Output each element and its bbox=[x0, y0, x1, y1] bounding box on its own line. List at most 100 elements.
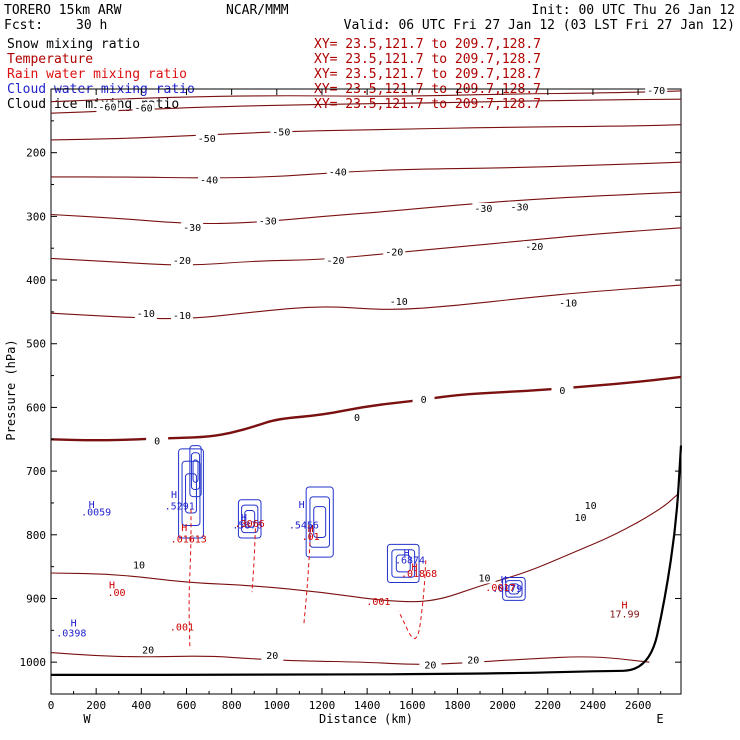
field-xy: XY= 23.5,121.7 to 209.7,128.7 bbox=[314, 52, 541, 67]
contour-label: 0 bbox=[154, 436, 160, 447]
x-tick-label: 200 bbox=[86, 699, 106, 712]
contour-label-bg bbox=[645, 85, 668, 97]
rain-water-value: .01613 bbox=[171, 534, 207, 545]
contour-label-bg bbox=[579, 499, 602, 511]
forecast-hour: 30 h bbox=[76, 18, 107, 33]
temperature-contour bbox=[50, 652, 650, 665]
high-marker: H bbox=[308, 524, 314, 535]
temperature-contour bbox=[50, 284, 682, 320]
x-tick-label: 1200 bbox=[309, 699, 336, 712]
init-time: Init: 00 UTC Thu 26 Jan 12 bbox=[532, 3, 736, 18]
contour-label-bg bbox=[96, 101, 119, 113]
rain-water-value: .001 bbox=[366, 597, 390, 608]
contour-label-bg bbox=[128, 559, 151, 571]
cloud-water-contour bbox=[237, 499, 262, 539]
contour-label-bg bbox=[195, 132, 218, 144]
cloud-water-contour bbox=[313, 506, 327, 538]
contour-label-bg bbox=[462, 654, 485, 666]
contour-label: -20 bbox=[525, 242, 543, 253]
high-marker: H bbox=[181, 523, 187, 534]
contour-label-bg bbox=[181, 222, 204, 234]
rain-water-value: .001 bbox=[170, 622, 194, 633]
contour-label: 0 bbox=[559, 386, 565, 397]
contour-label: -20 bbox=[326, 256, 344, 267]
contour-label-bg bbox=[137, 644, 160, 656]
y-tick-label: 300 bbox=[26, 210, 46, 223]
rain-water-value: .3066 bbox=[235, 519, 265, 530]
x-tick-label: 1400 bbox=[354, 699, 381, 712]
contour-label: -30 bbox=[259, 217, 277, 228]
x-tick-label: 1000 bbox=[264, 699, 291, 712]
contour-label-bg bbox=[270, 126, 293, 138]
high-marker: H bbox=[109, 580, 115, 591]
cloud-water-contour bbox=[502, 576, 526, 601]
cloud-water-contour bbox=[241, 504, 259, 534]
contour-label-bg bbox=[473, 572, 496, 584]
cloud-water-contour bbox=[305, 486, 334, 558]
y-tick-label: 400 bbox=[26, 274, 46, 287]
temperature-contour bbox=[50, 90, 682, 103]
contour-label-bg bbox=[569, 511, 592, 523]
contour-label-bg bbox=[170, 255, 193, 267]
contour-label-bg bbox=[324, 255, 347, 267]
x-axis-title: Distance (km) bbox=[319, 712, 413, 726]
field-xy: XY= 23.5,121.7 to 209.7,128.7 bbox=[314, 97, 541, 112]
x-tick-label: 2400 bbox=[580, 699, 607, 712]
temperature-contour bbox=[50, 161, 682, 179]
terrain-line bbox=[51, 445, 683, 676]
cloud-water-value: .5291 bbox=[165, 501, 195, 512]
valid-time: Valid: 06 UTC Fri 27 Jan 12 (03 LST Fri … bbox=[344, 18, 735, 33]
y-tick-label: 500 bbox=[26, 338, 46, 351]
plot-frame bbox=[50, 88, 682, 695]
x-tick-label: 800 bbox=[222, 699, 242, 712]
y-tick-label: 600 bbox=[26, 401, 46, 414]
cloud-water-contour bbox=[309, 496, 330, 548]
field-xy: XY= 23.5,121.7 to 209.7,128.7 bbox=[314, 37, 541, 52]
contour-label: -10 bbox=[559, 298, 577, 309]
contour-label: 20 bbox=[424, 661, 436, 672]
plot-area: -70 -60 -60 -50 -50 -40 -40 -30 -30 -30 -30 -20 -20 -… bbox=[50, 85, 683, 676]
rain-water-contour bbox=[188, 509, 192, 650]
contour-label: -30 bbox=[474, 204, 492, 215]
contour-label: 0 bbox=[421, 395, 427, 406]
field-name: Snow mixing ratio bbox=[7, 37, 140, 52]
high-marker: H bbox=[501, 575, 507, 586]
x-tick-label: 1800 bbox=[444, 699, 471, 712]
y-tick-label: 900 bbox=[26, 592, 46, 605]
x-tick-label: 0 bbox=[48, 699, 55, 712]
contour-label: -50 bbox=[198, 134, 216, 145]
temperature-contour bbox=[50, 227, 682, 266]
contour-label-bg bbox=[132, 102, 155, 114]
rain-water-contour bbox=[303, 528, 312, 624]
cloud-water-value: .0398 bbox=[56, 629, 86, 640]
contour-label: 20 bbox=[467, 656, 479, 667]
contour-label: -50 bbox=[272, 128, 290, 139]
rain-water-value: 17.99 bbox=[609, 610, 639, 621]
cloud-water-contour bbox=[508, 583, 520, 595]
contour-label-bg bbox=[383, 246, 406, 258]
temperature-contour bbox=[50, 191, 682, 225]
x-axis: 0 200 400 600 800 1000 1200 1400 1600 1800 2000 220… bbox=[48, 89, 662, 712]
cloud-water-contour bbox=[386, 543, 420, 584]
contour-label: -10 bbox=[137, 309, 155, 320]
high-marker: H bbox=[241, 513, 247, 524]
contour-label: -20 bbox=[173, 256, 191, 267]
contour-label-bg bbox=[146, 435, 169, 447]
contour-label: -10 bbox=[173, 311, 191, 322]
contour-label: 0 bbox=[354, 413, 360, 424]
contour-label-bg bbox=[551, 385, 574, 397]
y-tick-label: 700 bbox=[26, 465, 46, 478]
cloud-water-contour bbox=[192, 459, 199, 483]
cloud-water-value: .5876 bbox=[232, 520, 262, 531]
contour-label-bg bbox=[412, 394, 435, 406]
contour-label: 10 bbox=[585, 501, 597, 512]
center-name: NCAR/MMM bbox=[226, 3, 289, 18]
temperature-contour bbox=[50, 124, 682, 141]
contour-label: -60 bbox=[98, 103, 116, 114]
contour-label-bg bbox=[508, 201, 531, 213]
contour-label-bg bbox=[419, 659, 442, 671]
east-label: E bbox=[656, 712, 663, 726]
field-name: Rain water mixing ratio bbox=[7, 67, 187, 82]
cloud-water-value: .0079 bbox=[492, 584, 522, 595]
